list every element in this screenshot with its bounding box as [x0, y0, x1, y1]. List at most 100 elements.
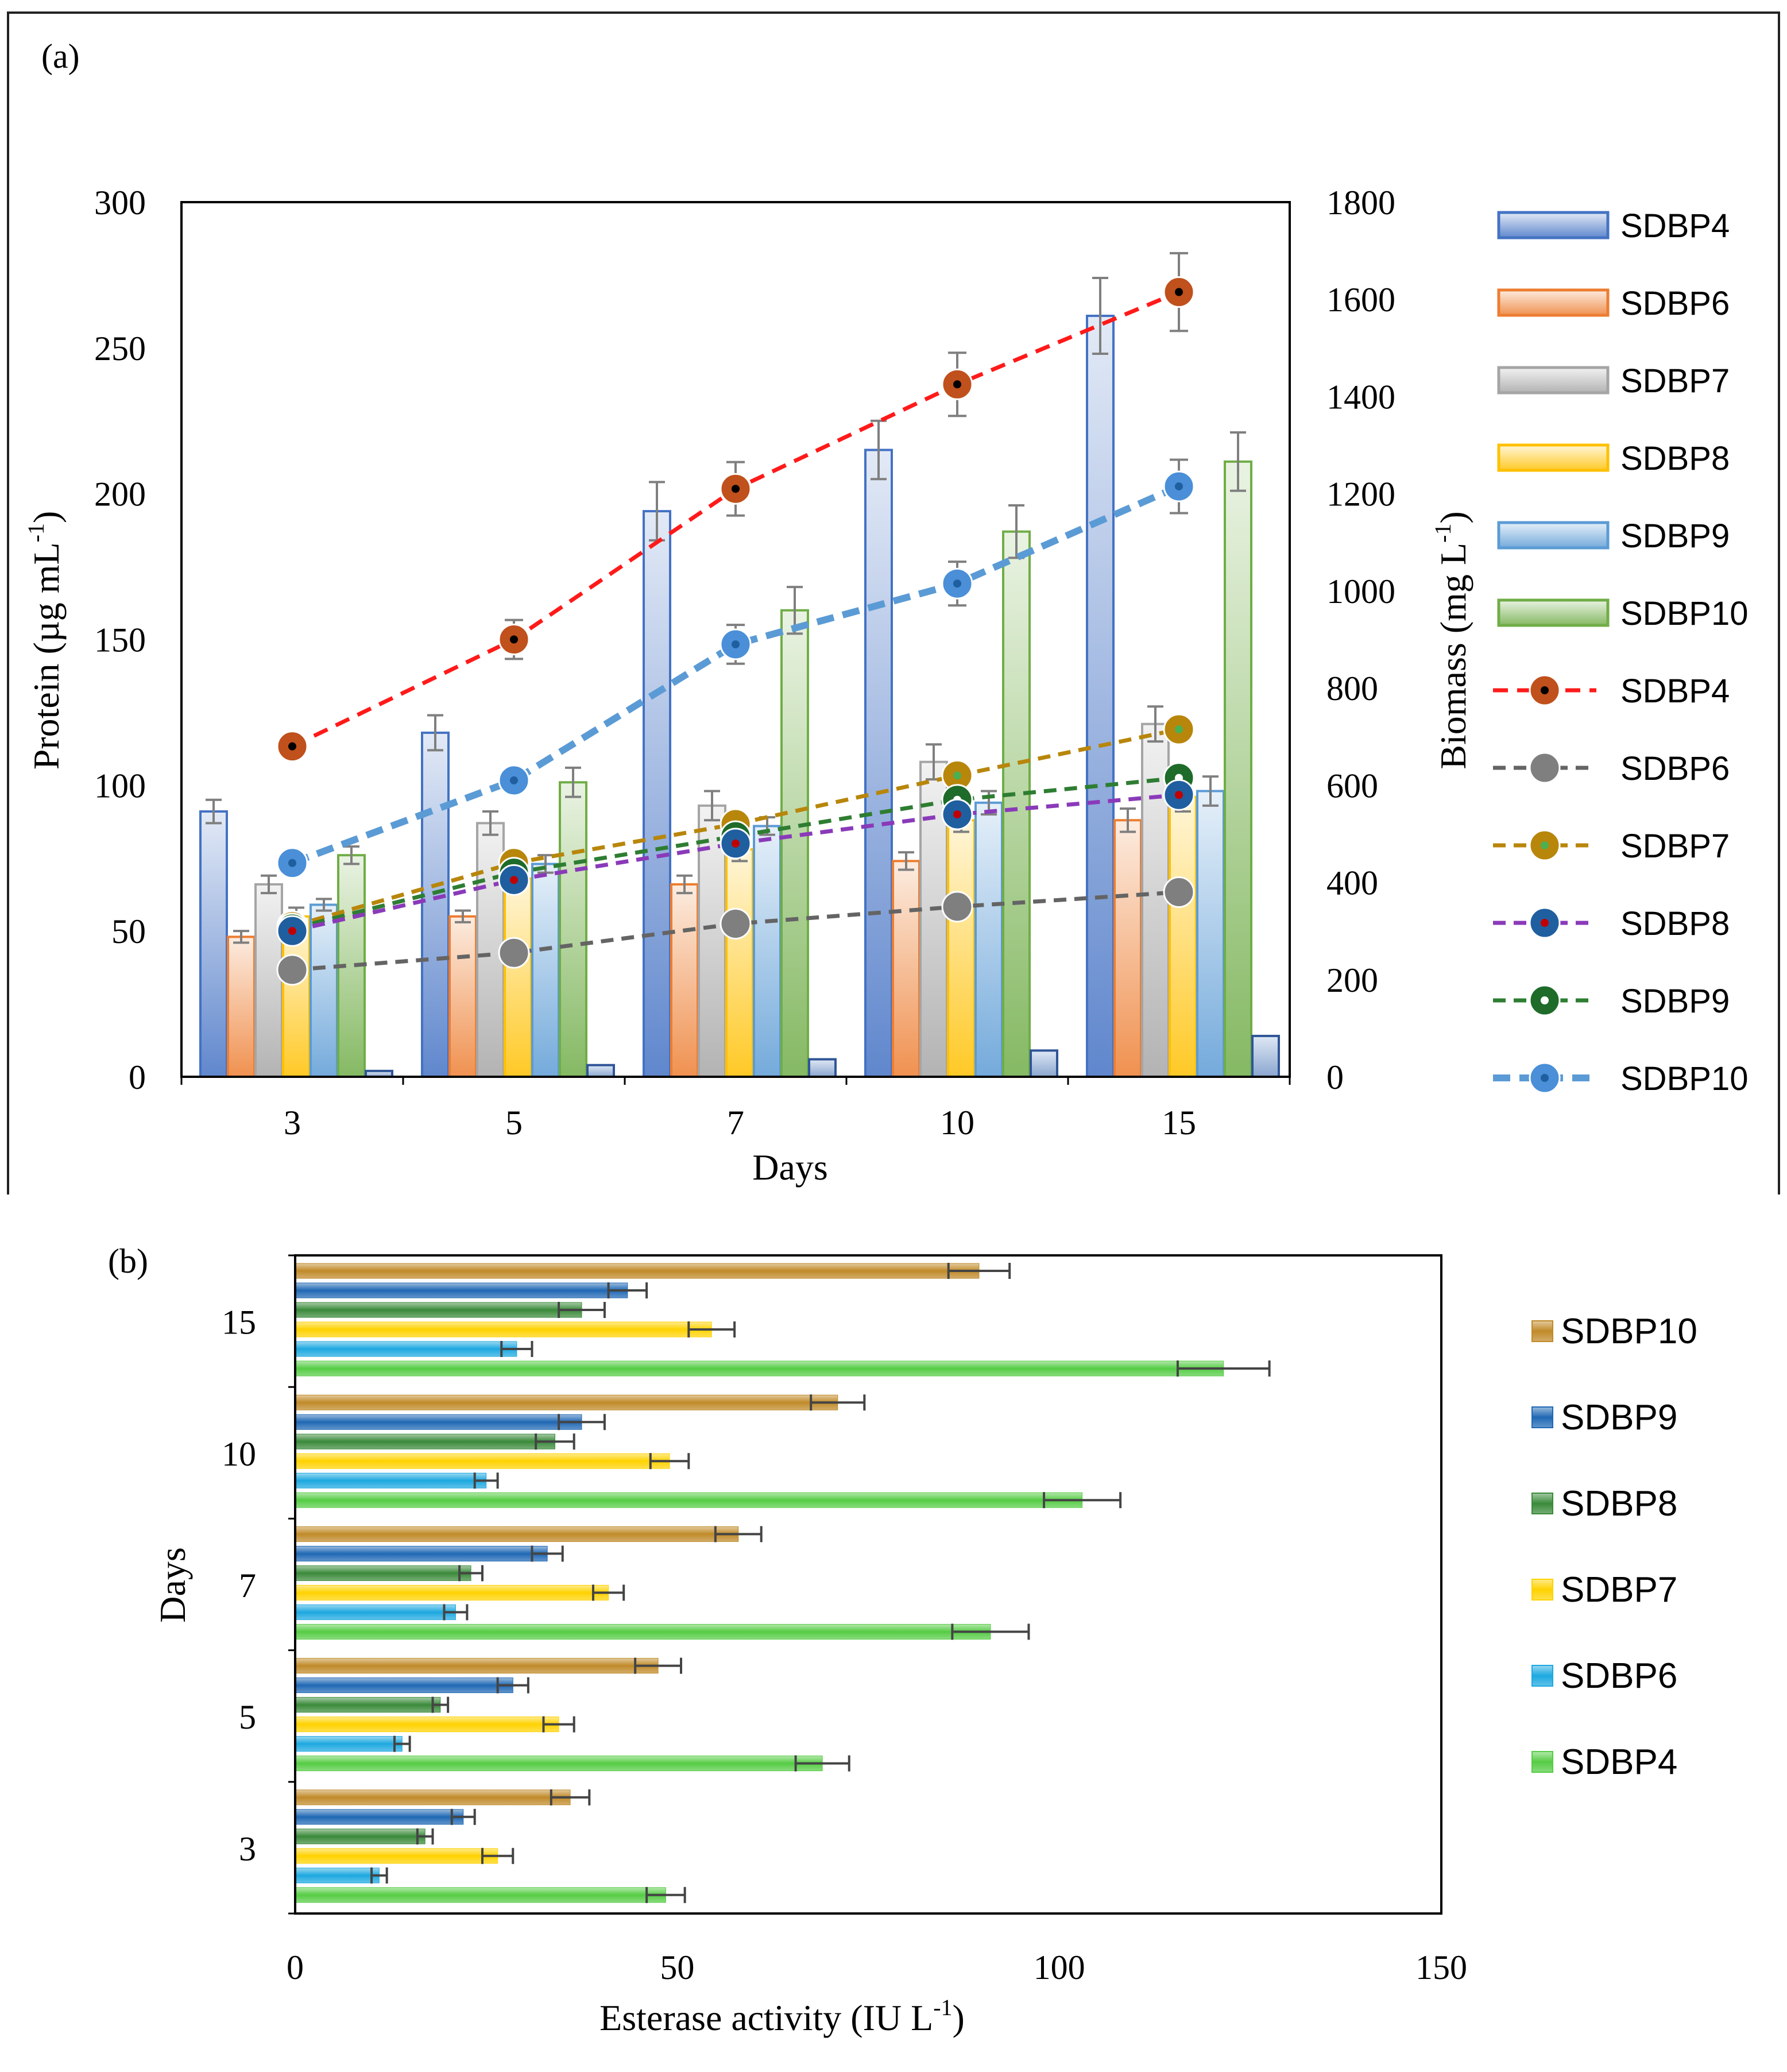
a-legend-label: SDBP7 [1620, 362, 1730, 400]
a-legend-label: SDBP6 [1620, 750, 1730, 787]
a-legend-label: SDBP8 [1620, 440, 1730, 477]
a-bar-SDBP10 [559, 781, 587, 1078]
a-bar-small [1251, 1034, 1280, 1078]
a-point-dot [510, 776, 518, 784]
a-x-axis-title: Days [752, 1147, 828, 1188]
a-legend-swatch-SDBP9 [1497, 521, 1610, 550]
a-x-tick-label: 5 [505, 1104, 523, 1142]
a-point-dot [732, 919, 740, 928]
a-x-tick-label: 15 [1162, 1104, 1196, 1142]
a-legend-marker-dot [1541, 841, 1549, 849]
a-bar-SDBP8 [1169, 795, 1197, 1078]
a-bar-SDBP9 [974, 801, 1003, 1078]
a-point-dot [1175, 288, 1183, 296]
a-right-tick-label: 1600 [1326, 281, 1395, 319]
a-legend-swatch-SDBP10 [1497, 598, 1610, 627]
a-bar-SDBP10 [780, 609, 809, 1078]
a-point-dot [288, 965, 296, 974]
a-bar-SDBP4 [864, 449, 893, 1078]
a-line-SDBP4 [291, 290, 1180, 748]
a-x-tick-label: 10 [940, 1104, 974, 1142]
a-point-dot [953, 810, 961, 819]
a-legend-marker-dot [1541, 919, 1549, 927]
a-legend-label: SDBP4 [1620, 672, 1730, 710]
a-right-tick-label: 1200 [1326, 476, 1395, 513]
a-legend-label: SDBP7 [1620, 828, 1730, 865]
a-bar-SDBP10 [1224, 460, 1252, 1078]
a-legend-swatch-SDBP6 [1497, 288, 1610, 317]
a-right-tick-label: 400 [1326, 864, 1378, 902]
a-bar-SDBP8 [504, 877, 532, 1078]
a-bar-SDBP6 [448, 915, 477, 1078]
a-legend-swatch-SDBP7 [1497, 366, 1610, 395]
a-right-tick-label: 0 [1326, 1058, 1344, 1096]
a-bar-SDBP4 [1086, 314, 1115, 1078]
a-bar-SDBP6 [670, 883, 699, 1078]
a-bar-SDBP9 [753, 825, 782, 1078]
a-bar-SDBP4 [643, 510, 671, 1078]
a-line-SDBP9 [292, 776, 1179, 931]
a-right-axis-title-sup: -1 [1430, 524, 1456, 543]
a-legend-label: SDBP8 [1620, 905, 1730, 942]
a-legend-label: SDBP10 [1620, 595, 1748, 632]
a-legend-marker-dot [1541, 686, 1549, 694]
a-point-dot [288, 742, 296, 751]
a-left-tick-label: 150 [94, 621, 146, 659]
a-bar-SDBP4 [199, 810, 228, 1078]
a-point-dot [953, 579, 961, 588]
a-left-tick-label: 100 [94, 767, 146, 805]
a-legend-swatch-SDBP4 [1497, 211, 1610, 239]
a-point-dot [732, 839, 740, 848]
a-right-tick-label: 1800 [1326, 184, 1395, 222]
a-bar-SDBP7 [254, 883, 283, 1078]
a-legend-marker-dot [1541, 764, 1549, 772]
a-point-dot [953, 380, 961, 389]
a-right-axis-title-main: Biomass (mg L [1433, 543, 1473, 770]
a-right-tick-label: 800 [1326, 670, 1378, 708]
a-point-dot [510, 876, 518, 884]
a-bar-SDBP6 [1113, 819, 1142, 1078]
a-x-tick-label: 3 [284, 1104, 301, 1142]
a-point-dot [732, 640, 740, 648]
a-x-tick-label: 7 [727, 1104, 744, 1142]
a-right-tick-label: 1000 [1326, 573, 1395, 610]
a-legend-label: SDBP4 [1620, 207, 1730, 245]
a-legend-label: SDBP9 [1620, 983, 1730, 1020]
a-legend-label: SDBP10 [1620, 1060, 1748, 1097]
a-right-tick-label: 600 [1326, 767, 1378, 805]
chart-a: (a) 0 50 100 150 200 250 300 0 200 400 600 800 1000 1… [7, 11, 1780, 1195]
a-point-dot [1175, 791, 1183, 799]
a-line-SDBP10 [291, 483, 1181, 867]
plot-area-a [180, 201, 1291, 1078]
a-legend-label: SDBP6 [1620, 285, 1730, 322]
a-point-dot [1175, 888, 1183, 896]
a-left-tick-label: 250 [94, 330, 146, 368]
a-bar-SDBP8 [947, 819, 976, 1078]
a-left-axis-title-sup: -1 [23, 523, 49, 542]
a-left-axis-title-close: ) [26, 511, 67, 523]
a-legend-marker-dot [1541, 996, 1549, 1004]
a-left-tick-label: 300 [94, 184, 146, 222]
a-left-tick-label: 50 [111, 913, 146, 950]
a-point-dot [510, 635, 518, 644]
a-bar-SDBP8 [725, 848, 754, 1078]
a-point-dot [288, 927, 296, 936]
a-bar-SDBP9 [531, 863, 560, 1078]
a-point-dot [953, 771, 961, 780]
a-point-dot [288, 859, 296, 867]
a-line-SDBP8 [292, 793, 1179, 933]
a-point-dot [1175, 725, 1183, 734]
panel-a-label: (a) [41, 37, 80, 75]
a-right-tick-label: 200 [1326, 961, 1378, 999]
a-legend-swatch-SDBP8 [1497, 443, 1610, 472]
a-point-dot [953, 902, 961, 911]
a-bar-SDBP9 [1196, 790, 1225, 1078]
a-left-tick-label: 0 [129, 1058, 146, 1096]
a-legend-label: SDBP9 [1620, 517, 1730, 555]
a-bar-SDBP6 [227, 936, 256, 1078]
a-bar-SDBP4 [421, 731, 450, 1078]
a-bar-small [1030, 1049, 1058, 1078]
a-right-axis-title-close: ) [1433, 511, 1473, 523]
a-right-axis-title: Biomass (mg L-1) [1430, 511, 1473, 769]
a-point-dot [510, 949, 518, 957]
